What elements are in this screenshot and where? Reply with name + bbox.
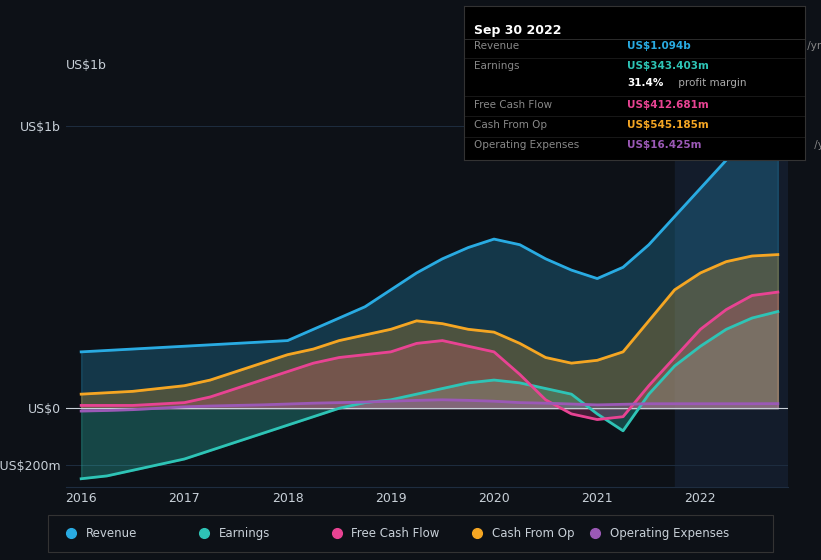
Text: Free Cash Flow: Free Cash Flow (351, 527, 440, 540)
Text: Revenue: Revenue (474, 41, 519, 52)
Text: /yr: /yr (811, 140, 821, 150)
Text: Cash From Op: Cash From Op (492, 527, 574, 540)
Text: US$343.403m: US$343.403m (627, 62, 709, 72)
Text: US$412.681m: US$412.681m (627, 100, 709, 110)
Text: Earnings: Earnings (218, 527, 270, 540)
Text: US$1b: US$1b (66, 59, 107, 72)
Bar (675, 84, 788, 487)
Text: Free Cash Flow: Free Cash Flow (474, 100, 553, 110)
Text: Operating Expenses: Operating Expenses (474, 140, 580, 150)
Text: /yr: /yr (819, 62, 821, 72)
Text: US$1.094b: US$1.094b (627, 41, 691, 52)
Text: Cash From Op: Cash From Op (474, 120, 547, 130)
Text: Sep 30 2022: Sep 30 2022 (474, 24, 562, 37)
Text: Revenue: Revenue (85, 527, 137, 540)
Text: /yr: /yr (819, 120, 821, 130)
Text: Earnings: Earnings (474, 62, 520, 72)
Text: profit margin: profit margin (675, 78, 746, 88)
Text: /yr: /yr (804, 41, 821, 52)
Text: 31.4%: 31.4% (627, 78, 664, 88)
Text: US$545.185m: US$545.185m (627, 120, 709, 130)
Text: Operating Expenses: Operating Expenses (610, 527, 729, 540)
Text: US$16.425m: US$16.425m (627, 140, 702, 150)
Text: /yr: /yr (819, 100, 821, 110)
